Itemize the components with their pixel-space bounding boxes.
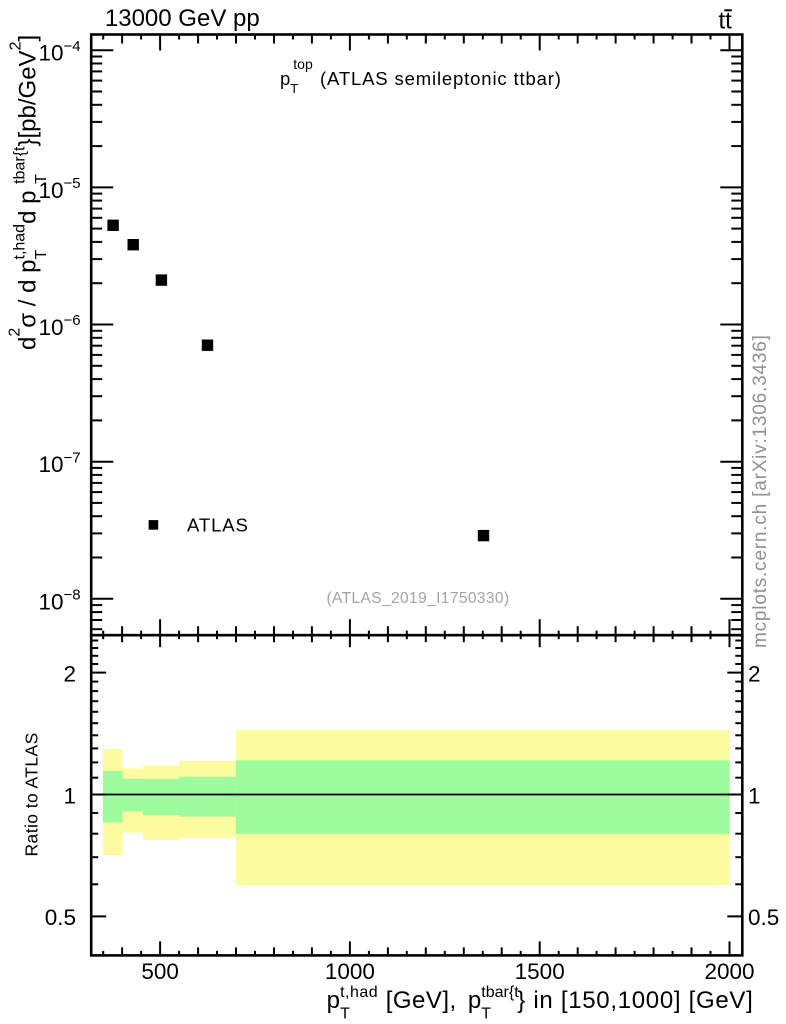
svg-text:500: 500 xyxy=(141,959,179,984)
svg-text:2: 2 xyxy=(748,661,761,686)
svg-text:10: 10 xyxy=(38,178,63,203)
svg-text:T: T xyxy=(33,174,50,184)
svg-text:10: 10 xyxy=(38,452,63,477)
svg-text:T: T xyxy=(481,1006,491,1023)
svg-text:13000 GeV pp: 13000 GeV pp xyxy=(105,5,260,32)
svg-text:d: d xyxy=(14,337,41,350)
svg-text:1500: 1500 xyxy=(515,959,565,984)
svg-text:T: T xyxy=(340,1006,350,1023)
svg-text:(ATLAS_2019_I1750330): (ATLAS_2019_I1750330) xyxy=(326,590,509,607)
svg-text:[GeV],: [GeV], xyxy=(386,987,457,1014)
svg-text:ATLAS: ATLAS xyxy=(187,514,249,535)
svg-text:tbar{t: tbar{t xyxy=(11,146,28,184)
svg-text:}[pb/GeV: }[pb/GeV xyxy=(14,50,41,146)
svg-text:−8: −8 xyxy=(64,586,81,603)
svg-text:]: ] xyxy=(14,35,41,42)
svg-text:(ATLAS semileptonic ttbar): (ATLAS semileptonic ttbar) xyxy=(320,68,562,89)
svg-text:T: T xyxy=(33,250,50,260)
svg-text:2: 2 xyxy=(63,661,76,686)
svg-text:tt: tt xyxy=(719,8,733,35)
svg-text:1000: 1000 xyxy=(325,959,375,984)
svg-text:2: 2 xyxy=(6,328,23,337)
svg-text:0.5: 0.5 xyxy=(748,905,779,930)
svg-text:−6: −6 xyxy=(64,312,81,329)
svg-text:−4: −4 xyxy=(64,38,81,55)
svg-text:p: p xyxy=(280,68,290,89)
svg-text:10: 10 xyxy=(38,589,63,614)
svg-text:1: 1 xyxy=(748,783,761,808)
svg-text:d p: d p xyxy=(14,191,41,224)
svg-text:2: 2 xyxy=(7,41,24,50)
svg-text:σ / d p: σ / d p xyxy=(14,260,41,328)
svg-text:−5: −5 xyxy=(64,175,81,192)
svg-text:T: T xyxy=(290,81,298,96)
svg-text:mcplots.cern.ch [arXiv:1306.34: mcplots.cern.ch [arXiv:1306.3436] xyxy=(750,334,771,648)
svg-text:Ratio to ATLAS: Ratio to ATLAS xyxy=(22,732,42,856)
svg-text:t,had: t,had xyxy=(11,224,28,260)
svg-text:10: 10 xyxy=(38,315,63,340)
svg-text:10: 10 xyxy=(38,41,63,66)
svg-text:−7: −7 xyxy=(64,449,81,466)
svg-text:p: p xyxy=(327,987,340,1014)
svg-text:tbar{t: tbar{t xyxy=(481,984,519,1001)
svg-text:} in [150,1000] [GeV]: } in [150,1000] [GeV] xyxy=(517,987,753,1014)
svg-text:p: p xyxy=(468,987,481,1014)
svg-text:top: top xyxy=(293,56,313,72)
svg-text:2000: 2000 xyxy=(704,959,754,984)
svg-text:t,had: t,had xyxy=(340,984,378,1001)
svg-text:1: 1 xyxy=(63,783,76,808)
svg-text:0.5: 0.5 xyxy=(45,905,76,930)
